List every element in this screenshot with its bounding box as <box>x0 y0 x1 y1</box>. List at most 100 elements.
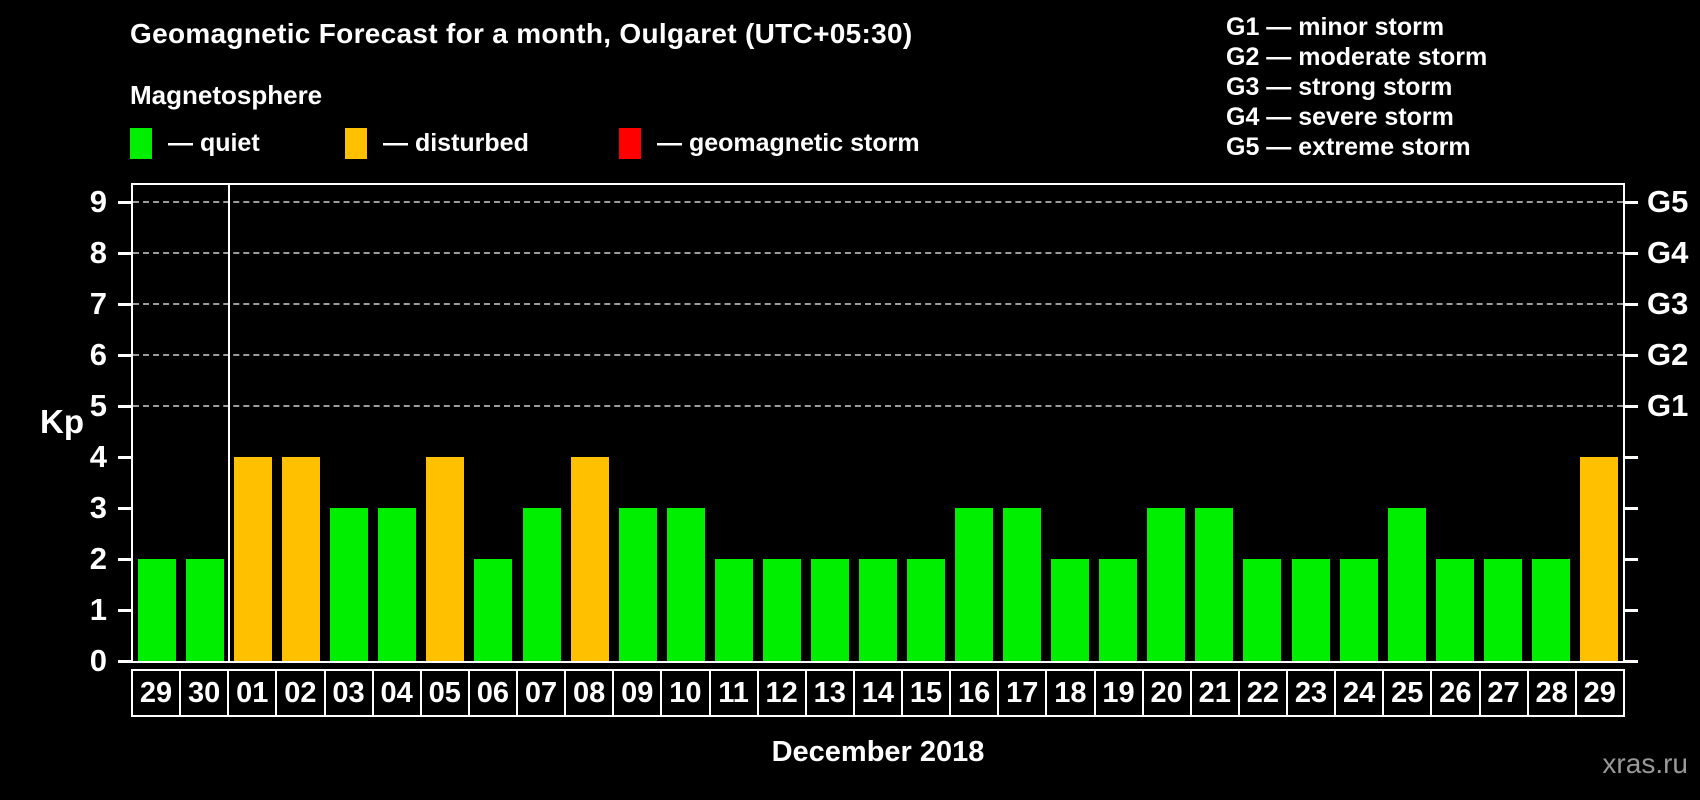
day-axis: 29 30 01 02 03 04 05 06 07 08 09 10 11 12 13 14 15 16 17 18… <box>131 669 1625 717</box>
disturbed-color-swatch <box>345 127 367 159</box>
g-axis-tick <box>1625 405 1638 408</box>
day-label: 19 <box>1096 671 1144 715</box>
kp-axis-label: 8 <box>89 235 107 270</box>
kp-axis-label: 1 <box>89 592 107 627</box>
g-axis-tick <box>1625 354 1638 357</box>
day-label: 23 <box>1288 671 1337 715</box>
kp-axis-label: 0 <box>89 643 107 678</box>
kp-axis-tick <box>118 456 131 459</box>
day-label: 17 <box>999 671 1048 715</box>
legend-item-label: — quiet <box>168 128 260 157</box>
kp-bar-day-24 <box>1339 559 1378 661</box>
g-axis-tick <box>1625 660 1638 663</box>
kp-bar-day-17 <box>1003 508 1042 661</box>
day-label: 21 <box>1192 671 1240 715</box>
gridline-kp5 <box>133 405 1623 407</box>
bar-slot <box>181 185 229 661</box>
kp-bar-day-04 <box>378 508 417 661</box>
kp-bar-day-05 <box>426 457 465 661</box>
day-label: 25 <box>1384 671 1433 715</box>
kp-bar-day-06 <box>474 559 513 661</box>
kp-axis-label: 9 <box>89 184 107 219</box>
g-axis-tick <box>1625 201 1638 204</box>
g-axis-tick <box>1625 558 1638 561</box>
bar-slot <box>950 185 998 661</box>
kp-bar-day-02 <box>282 457 321 661</box>
kp-axis: 0 1 2 3 4 5 6 7 8 9 <box>0 184 131 676</box>
storm-scale-item: G1 — minor storm <box>1226 13 1445 41</box>
day-label: 22 <box>1240 671 1288 715</box>
month-boundary-line <box>228 185 231 661</box>
day-label: 06 <box>470 671 518 715</box>
storm-color-swatch <box>619 127 641 159</box>
kp-bar-day-09 <box>618 508 657 661</box>
kp-bar-day-18 <box>1051 559 1090 661</box>
kp-bar-day-14 <box>858 559 897 661</box>
bar-slot <box>373 185 421 661</box>
bar-slot <box>518 185 566 661</box>
bar-slot <box>1238 185 1286 661</box>
g-axis-label-g1: G1 <box>1647 388 1689 423</box>
chart-title: Geomagnetic Forecast for a month, Oulgar… <box>130 18 913 49</box>
bar-slot <box>806 185 854 661</box>
x-axis-title: December 2018 <box>771 736 985 768</box>
quiet-color-swatch <box>130 127 152 159</box>
legend-item-label: — geomagnetic storm <box>657 128 920 157</box>
kp-bar-day-26 <box>1435 559 1474 661</box>
kp-axis-tick <box>118 405 131 408</box>
kp-axis-tick <box>118 558 131 561</box>
bar-slot <box>1527 185 1575 661</box>
day-label: 28 <box>1529 671 1577 715</box>
kp-axis-label: 5 <box>89 388 107 423</box>
bar-slot <box>902 185 950 661</box>
storm-scale-item: G4 — severe storm <box>1226 103 1454 131</box>
g-axis-label-g3: G3 <box>1647 286 1689 321</box>
kp-bar-day-25 <box>1387 508 1426 661</box>
kp-bar-day-28 <box>1531 559 1570 661</box>
kp-bar-day-29 <box>138 559 177 661</box>
day-label: 14 <box>855 671 903 715</box>
bar-slot <box>277 185 325 661</box>
kp-bar-day-20 <box>1147 508 1186 661</box>
kp-bar-day-23 <box>1291 559 1330 661</box>
day-label: 12 <box>759 671 807 715</box>
kp-axis-tick <box>118 354 131 357</box>
gridline-kp7 <box>133 303 1623 305</box>
kp-bar-day-01 <box>234 457 273 661</box>
kp-bar-day-15 <box>907 559 946 661</box>
gridline-kp9 <box>133 201 1623 203</box>
day-label: 01 <box>229 671 278 715</box>
day-label: 02 <box>277 671 326 715</box>
day-label: 04 <box>374 671 422 715</box>
storm-scale-item: G2 — moderate storm <box>1226 43 1488 71</box>
day-label: 29 <box>133 671 182 715</box>
kp-axis-tick <box>118 303 131 306</box>
bar-slot <box>1431 185 1479 661</box>
day-label: 18 <box>1047 671 1096 715</box>
kp-bar-day-22 <box>1243 559 1282 661</box>
kp-axis-tick <box>118 252 131 255</box>
bar-slot <box>1575 185 1623 661</box>
kp-axis-label: 6 <box>89 337 107 372</box>
kp-axis-label: 2 <box>89 541 107 576</box>
bar-slot <box>1335 185 1383 661</box>
g-axis-tick <box>1625 507 1638 510</box>
bar-slot <box>1046 185 1094 661</box>
bar-slot <box>662 185 710 661</box>
kp-bar-day-16 <box>955 508 994 661</box>
day-label: 16 <box>951 671 1000 715</box>
kp-axis-tick <box>118 609 131 612</box>
bar-slot <box>614 185 662 661</box>
storm-scale-item: G3 — strong storm <box>1226 73 1453 101</box>
day-label: 26 <box>1432 671 1481 715</box>
day-label: 15 <box>903 671 952 715</box>
bar-slot <box>566 185 614 661</box>
gridline-kp8 <box>133 252 1623 254</box>
day-label: 27 <box>1481 671 1529 715</box>
legend-item: — disturbed <box>345 126 529 160</box>
bar-slot <box>1142 185 1190 661</box>
kp-bar-day-27 <box>1483 559 1522 661</box>
day-label: 30 <box>181 671 230 715</box>
day-label: 29 <box>1583 676 1616 709</box>
bars-container <box>133 185 1623 661</box>
